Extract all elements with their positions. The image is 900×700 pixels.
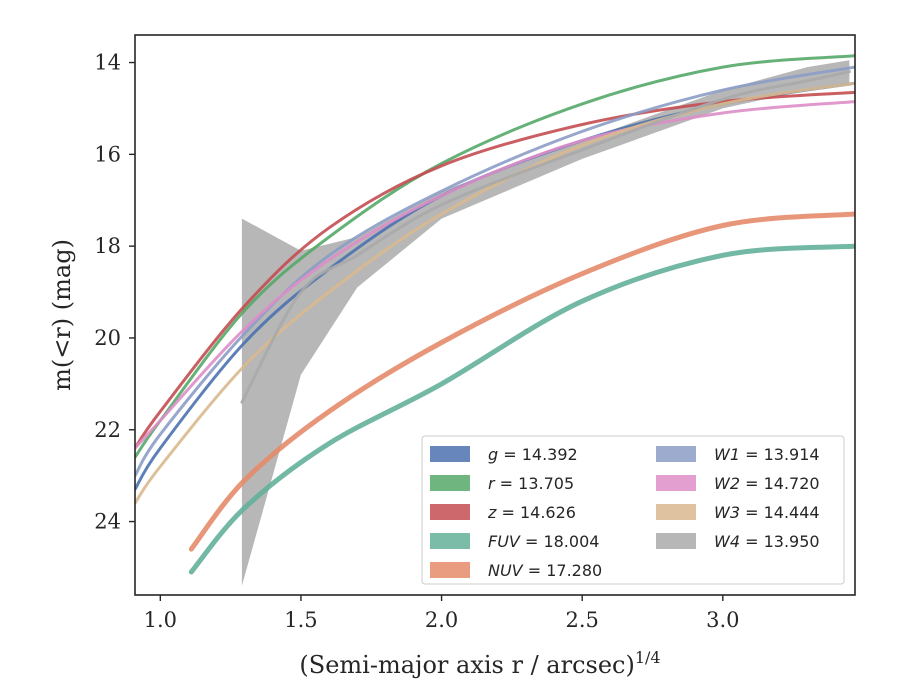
legend: g = 14.392 r = 13.705 z = 14.626 FUV = 18.0… (421, 435, 845, 585)
y-tick-label: 24 (94, 510, 121, 534)
band-w4 (241, 60, 850, 586)
legend-label-w3: W3 = 14.444 (714, 503, 820, 522)
legend-label-w4: W4 = 13.950 (714, 532, 820, 551)
legend-swatch-w2 (656, 475, 696, 491)
legend-label-r: r = 13.705 (488, 474, 574, 493)
x-tick-label: 1.5 (284, 608, 317, 632)
line-nuv (188, 211, 855, 552)
legend-box (421, 435, 845, 585)
legend-swatch-w1 (656, 446, 696, 462)
legend-label-w1: W1 = 13.914 (714, 445, 820, 464)
y-axis: 14 16 18 20 22 24 (94, 51, 135, 534)
legend-label-z: z = 14.626 (487, 503, 576, 522)
x-axis: 1.0 1.5 2.0 2.5 3.0 (144, 595, 740, 632)
legend-swatch-w4 (656, 533, 696, 549)
x-axis-label: (Semi-major axis r / arcsec)1/4 (299, 648, 660, 679)
y-tick-label: 22 (94, 418, 121, 442)
legend-swatch-z (430, 504, 470, 520)
y-tick-label: 18 (94, 234, 121, 258)
y-tick-label: 20 (94, 326, 121, 350)
plot-frame (134, 34, 856, 596)
uncertainty-bands (241, 60, 850, 586)
profile-lines (135, 54, 855, 575)
legend-swatch-g (430, 446, 470, 462)
legend-label-nuv: NUV = 17.280 (488, 561, 602, 580)
legend-label-g: g = 14.392 (488, 445, 578, 464)
line-w1 (135, 65, 855, 478)
legend-label-w2: W2 = 14.720 (714, 474, 820, 493)
line-fuv (188, 243, 855, 575)
line-w4 (240, 70, 851, 404)
legend-swatch-w3 (656, 504, 696, 520)
legend-swatch-fuv (430, 533, 470, 549)
legend-swatch-nuv (430, 562, 470, 578)
x-tick-label: 1.0 (144, 608, 177, 632)
y-tick-label: 16 (94, 142, 121, 166)
x-tick-label: 2.5 (565, 608, 598, 632)
y-axis-label: m(<r) (mag) (48, 239, 76, 391)
x-tick-label: 3.0 (706, 608, 739, 632)
legend-label-fuv: FUV = 18.004 (488, 532, 599, 551)
y-tick-label: 14 (94, 51, 121, 75)
legend-swatch-r (430, 475, 470, 491)
line-w2 (135, 100, 855, 450)
x-tick-label: 2.0 (425, 608, 458, 632)
line-w3 (135, 81, 855, 505)
